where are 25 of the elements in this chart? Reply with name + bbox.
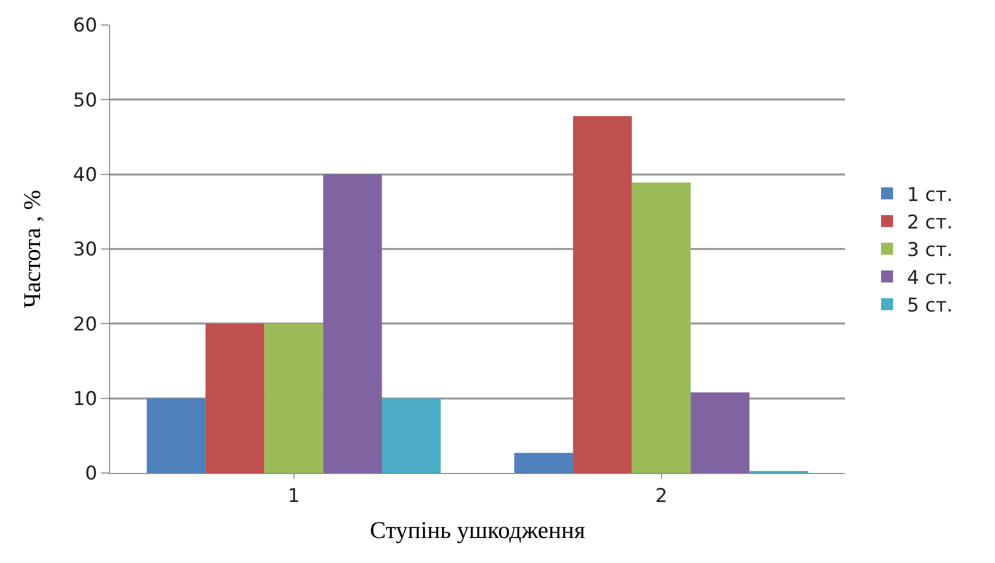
legend-label: 4 ст. (907, 266, 953, 289)
bar (206, 324, 264, 473)
bar (146, 398, 206, 473)
legend-label: 1 ст. (907, 184, 953, 206)
y-tick-label: 30 (73, 238, 98, 261)
legend-label: 5 ст. (907, 294, 953, 317)
x-tick-label: 2 (655, 484, 668, 507)
x-tick-label: 1 (288, 484, 300, 507)
bar (632, 182, 691, 473)
legend-label: 3 ст. (907, 239, 953, 262)
bar (323, 174, 382, 473)
y-tick-label: 60 (73, 14, 98, 37)
y-tick-label: 40 (73, 164, 98, 186)
legend-label: 2 ст. (907, 211, 953, 234)
bar (382, 398, 441, 473)
bar (690, 392, 750, 473)
x-axis-title: Ступінь ушкодження (370, 518, 586, 544)
y-tick-label: 50 (73, 89, 98, 112)
y-tick-label: 20 (73, 313, 98, 336)
bar (264, 324, 324, 473)
y-tick-label: 10 (73, 388, 98, 410)
y-axis-title: Частота , % (20, 190, 46, 308)
bar (573, 116, 632, 473)
y-tick-label: 0 (85, 462, 98, 485)
bar (514, 452, 574, 473)
